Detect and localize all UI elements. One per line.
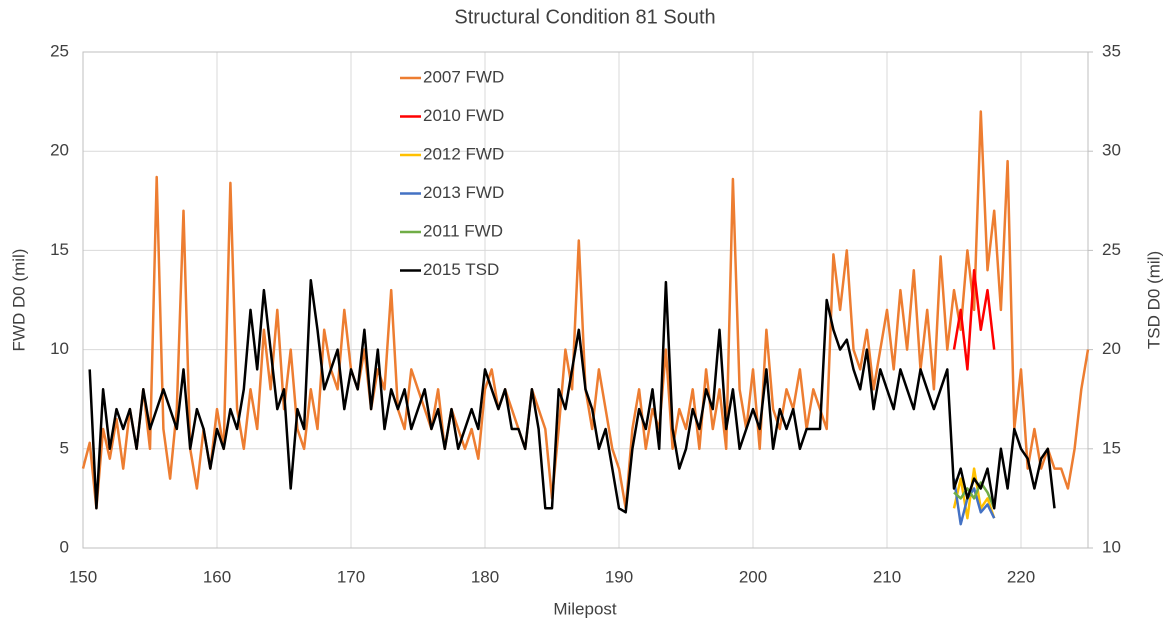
legend-label: 2012 FWD <box>423 144 504 163</box>
x-tick-label: 200 <box>739 567 767 586</box>
x-tick-label: 220 <box>1007 567 1035 586</box>
y-tick-label: 15 <box>50 240 69 259</box>
y2-tick-label: 25 <box>1102 240 1121 259</box>
x-tick-label: 190 <box>605 567 633 586</box>
legend-label: 2011 FWD <box>423 221 503 240</box>
y2-axis-label: TSD D0 (mil) <box>1144 251 1163 349</box>
data-line <box>952 478 996 526</box>
y-tick-label: 20 <box>50 141 69 160</box>
data-line <box>88 278 1056 514</box>
legend-label: 2010 FWD <box>423 106 504 125</box>
y2-tick-label: 20 <box>1102 339 1121 358</box>
data-line <box>952 467 996 520</box>
data-line <box>952 268 996 371</box>
y-tick-label: 10 <box>50 339 69 358</box>
legend-label: 2015 TSD <box>423 260 499 279</box>
x-tick-label: 170 <box>337 567 365 586</box>
y2-tick-label: 10 <box>1102 537 1121 556</box>
x-tick-label: 210 <box>873 567 901 586</box>
legend-label: 2013 FWD <box>423 183 504 202</box>
y-tick-label: 5 <box>60 438 69 457</box>
y-axis-label: FWD D0 (mil) <box>9 249 28 352</box>
x-tick-label: 150 <box>69 567 97 586</box>
y-tick-label: 25 <box>50 41 69 60</box>
plot-frame <box>82 51 1089 549</box>
y2-tick-label: 30 <box>1102 141 1121 160</box>
y-tick-label: 0 <box>60 537 69 556</box>
legend-label: 2007 FWD <box>423 67 504 86</box>
x-tick-label: 160 <box>203 567 231 586</box>
data-line <box>953 481 996 509</box>
chart-title: Structural Condition 81 South <box>454 6 715 28</box>
y2-tick-label: 15 <box>1102 438 1121 457</box>
y2-tick-label: 35 <box>1102 41 1121 60</box>
x-tick-label: 180 <box>471 567 499 586</box>
x-axis-label: Milepost <box>553 599 617 618</box>
